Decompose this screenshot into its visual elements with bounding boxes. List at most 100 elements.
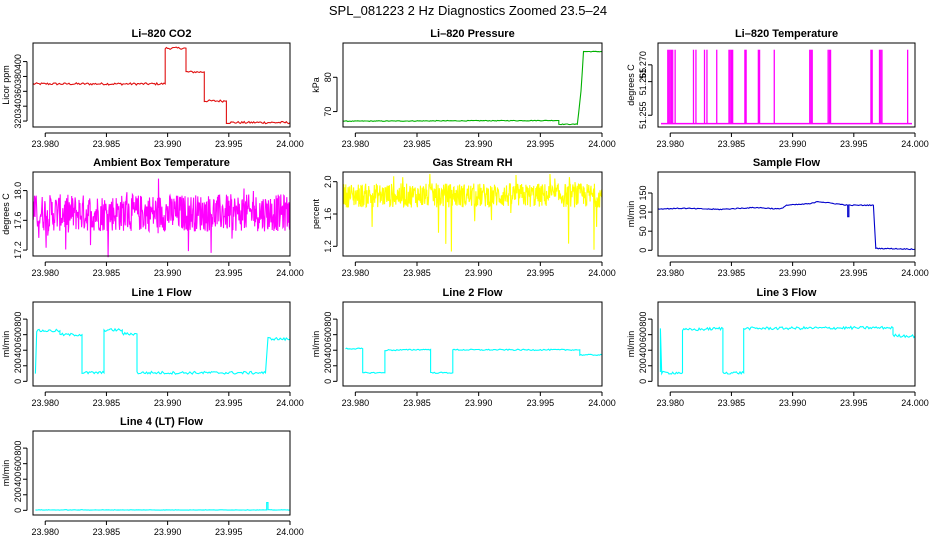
x-tick-label: 24.000	[276, 398, 304, 408]
x-tick-label: 24.000	[588, 398, 616, 408]
x-tick-label: 23.980	[656, 139, 684, 149]
x-tick-label: 23.995	[215, 268, 243, 278]
x-tick-label: 23.990	[779, 139, 807, 149]
y-axis-label: ml/min	[626, 331, 636, 358]
x-tick-label: 23.995	[215, 527, 243, 537]
x-tick-label: 23.995	[527, 398, 555, 408]
panel-title: Ambient Box Temperature	[93, 157, 230, 169]
panel-title: Gas Stream RH	[432, 157, 512, 169]
y-tick-label: 320	[13, 114, 23, 129]
y-tick-label: 1.2	[323, 240, 333, 253]
plot-frame	[342, 171, 603, 257]
series-line	[659, 325, 916, 376]
x-tick-label: 23.985	[403, 139, 431, 149]
y-tick-label: 0	[13, 379, 23, 384]
x-tick-label: 23.985	[403, 398, 431, 408]
y-tick-label: 200	[323, 358, 333, 373]
x-tick-label: 24.000	[588, 139, 616, 149]
y-axis-label: degrees C	[1, 193, 11, 235]
panel-title: Li–820 Temperature	[735, 28, 838, 40]
data-series	[659, 325, 916, 376]
data-series	[657, 201, 916, 251]
panel-4: 23.980 23.985 23.990 23.995 24.000 17.2 17.6 18…	[1, 157, 304, 278]
plot-frame	[32, 42, 291, 128]
x-axis: 23.980 23.985 23.990 23.995 24.000	[342, 261, 616, 278]
y-tick-label: 400	[323, 343, 333, 358]
x-tick-label: 23.995	[215, 139, 243, 149]
y-axis: 1.2 1.6 2.0	[323, 175, 338, 253]
x-tick-label: 23.990	[465, 268, 493, 278]
x-tick-label: 23.990	[779, 268, 807, 278]
x-axis: 23.980 23.985 23.990 23.995 24.000	[656, 391, 929, 408]
y-tick-label: 1.6	[323, 208, 333, 221]
plot-frame	[32, 301, 291, 387]
x-tick-label: 23.980	[31, 527, 59, 537]
figure-title: SPL_081223 2 Hz Diagnostics Zoomed 23.5–…	[329, 3, 607, 18]
x-tick-label: 23.980	[31, 398, 59, 408]
y-tick-label: 0	[13, 508, 23, 513]
panel-3: 23.980 23.985 23.990 23.995 24.00051.25551.2…	[626, 28, 929, 149]
x-tick-label: 23.990	[154, 527, 182, 537]
x-tick-label: 23.995	[840, 398, 868, 408]
y-tick-label: 70	[323, 107, 333, 117]
x-tick-label: 23.990	[154, 398, 182, 408]
y-axis-label: Licor ppm	[1, 65, 11, 105]
x-tick-label: 24.000	[276, 268, 304, 278]
y-tick-label: 600	[13, 456, 23, 471]
data-series	[343, 50, 603, 126]
y-tick-label: 51.270	[638, 51, 648, 79]
plot-frame	[657, 301, 916, 387]
x-tick-label: 24.000	[588, 268, 616, 278]
x-tick-label: 24.000	[901, 398, 929, 408]
y-tick-label: 600	[323, 327, 333, 342]
data-series	[32, 46, 291, 125]
y-axis-label: ml/min	[626, 201, 636, 228]
x-tick-label: 23.990	[154, 139, 182, 149]
x-tick-label: 23.985	[93, 268, 121, 278]
panel-6: 23.980 23.985 23.990 23.995 24.000 0 50 100 150m…	[626, 157, 929, 278]
x-tick-label: 23.980	[342, 268, 370, 278]
x-tick-label: 23.990	[465, 398, 493, 408]
x-axis: 23.980 23.985 23.990 23.995 24.000	[31, 132, 304, 149]
x-axis: 23.980 23.985 23.990 23.995 24.000	[656, 132, 929, 149]
y-tick-label: 400	[13, 472, 23, 487]
y-tick-label: 100	[638, 205, 648, 220]
series-line	[343, 50, 603, 126]
panel-title: Sample Flow	[753, 157, 821, 169]
y-tick-label: 80	[323, 72, 333, 82]
x-tick-label: 23.995	[527, 268, 555, 278]
x-tick-label: 23.985	[718, 139, 746, 149]
x-tick-label: 23.985	[718, 268, 746, 278]
y-tick-label: 400	[13, 54, 23, 69]
series-line	[342, 173, 603, 252]
series-line	[657, 201, 916, 251]
y-tick-label: 0	[638, 379, 648, 384]
x-axis: 23.980 23.985 23.990 23.995 24.000	[31, 391, 304, 408]
panel-title: Line 1 Flow	[132, 287, 192, 299]
x-tick-label: 23.985	[93, 398, 121, 408]
x-tick-label: 23.985	[403, 268, 431, 278]
x-tick-label: 23.985	[93, 139, 121, 149]
y-tick-label: 400	[13, 343, 23, 358]
series-line	[34, 327, 291, 375]
x-tick-label: 23.995	[215, 398, 243, 408]
x-tick-label: 23.995	[840, 268, 868, 278]
plot-frame	[32, 171, 291, 257]
panel-title: Li–820 Pressure	[430, 28, 514, 40]
x-tick-label: 23.990	[465, 139, 493, 149]
x-tick-label: 24.000	[276, 527, 304, 537]
y-tick-label: 800	[13, 441, 23, 456]
data-series	[34, 327, 291, 375]
plot-frame	[342, 42, 603, 128]
data-series	[32, 178, 291, 258]
data-series	[661, 49, 912, 125]
y-tick-label: 400	[638, 343, 648, 358]
